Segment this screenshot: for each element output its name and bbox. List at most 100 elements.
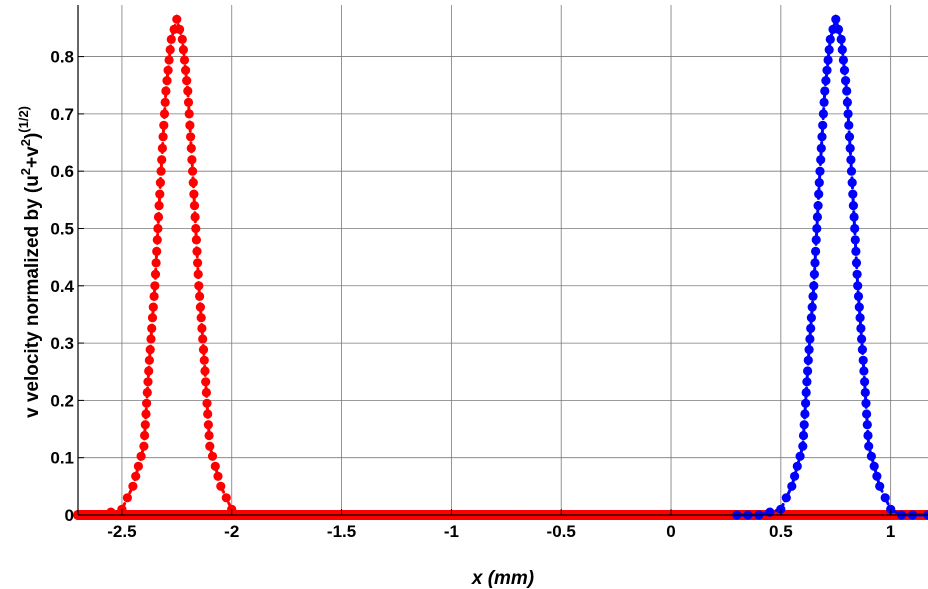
series-marker [801, 387, 811, 398]
series-marker [172, 14, 182, 24]
series-marker [150, 281, 160, 291]
series-marker [203, 409, 213, 419]
series-marker [816, 143, 826, 153]
series-marker [839, 65, 850, 75]
series-marker [201, 377, 211, 387]
series-marker [157, 155, 167, 165]
series-marker [187, 155, 197, 165]
y-axis-label-part: v velocity normalized by (u [22, 175, 43, 418]
series-marker [880, 493, 890, 503]
x-tick-label: 1 [886, 522, 895, 541]
series-marker [159, 120, 169, 130]
series-marker [191, 235, 201, 245]
series-marker [201, 387, 211, 398]
y-axis-label-sup: 2 [18, 139, 33, 146]
series-marker [161, 86, 171, 96]
series-marker [805, 334, 815, 344]
series-marker [191, 223, 201, 234]
series-marker [800, 409, 810, 419]
series-marker [804, 345, 814, 355]
series-marker [816, 155, 826, 165]
series-marker [798, 441, 808, 451]
series-marker [216, 481, 226, 491]
series-marker [164, 55, 174, 65]
series-marker [831, 14, 841, 24]
series-marker [809, 269, 820, 279]
series-marker [155, 178, 165, 188]
series-marker [146, 334, 156, 344]
series-marker [155, 189, 165, 199]
series-marker [765, 507, 775, 517]
x-tick-label: -2 [224, 522, 239, 541]
series-marker [183, 86, 193, 96]
series-marker [847, 178, 857, 188]
series-marker [799, 420, 809, 430]
series-marker [157, 143, 167, 153]
series-marker [196, 313, 206, 323]
series-marker [165, 45, 175, 55]
series-marker [841, 76, 851, 86]
series-marker [875, 481, 885, 491]
y-axis-label-part: ) [22, 133, 43, 139]
series-marker [152, 235, 162, 245]
series-marker [192, 246, 202, 256]
series-marker [821, 76, 831, 86]
series-marker [817, 132, 827, 142]
series-marker [150, 269, 161, 279]
series-marker [154, 201, 164, 211]
series-marker [862, 420, 872, 430]
series-marker [140, 430, 150, 441]
series-marker [861, 398, 871, 408]
x-tick-label: 0.5 [769, 522, 793, 541]
y-tick-label: 0.1 [50, 449, 74, 468]
series-marker [181, 65, 191, 75]
series-marker [106, 507, 116, 517]
series-marker [141, 409, 151, 419]
series-marker [186, 143, 196, 153]
series-marker [162, 76, 172, 86]
series-marker [203, 420, 213, 430]
series-marker [188, 166, 198, 176]
series-marker [846, 155, 856, 165]
series-marker [798, 430, 809, 441]
series-marker [790, 471, 800, 481]
series-marker [143, 377, 153, 387]
series-marker [842, 86, 852, 96]
series-marker [818, 109, 829, 119]
series-marker [182, 76, 192, 86]
series-marker [860, 387, 870, 398]
series-marker [814, 189, 824, 199]
series-marker [820, 86, 830, 96]
series-marker [221, 493, 231, 503]
series-marker [189, 189, 199, 199]
series-marker [142, 398, 152, 408]
series-marker [862, 409, 872, 419]
series-marker [859, 366, 869, 376]
series-marker [195, 291, 205, 301]
series-marker [850, 223, 860, 234]
series-marker [811, 235, 821, 245]
series-marker [864, 441, 874, 451]
series-marker [845, 143, 855, 153]
series-marker [838, 55, 849, 65]
y-tick-label: 0 [65, 506, 74, 525]
series-marker [813, 201, 823, 211]
series-marker [836, 34, 846, 45]
series-marker [818, 120, 828, 130]
series-marker [802, 377, 812, 387]
y-tick-label: 0.2 [50, 391, 74, 410]
series-marker [189, 201, 200, 211]
series-marker [858, 355, 868, 365]
series-marker [792, 461, 802, 471]
series-marker [175, 24, 185, 34]
y-tick-label: 0.3 [50, 334, 74, 353]
series-marker [178, 45, 188, 55]
series-marker [846, 166, 857, 176]
series-marker [149, 291, 159, 301]
series-marker [202, 398, 212, 408]
series-marker [131, 471, 141, 481]
series-marker [872, 471, 882, 481]
series-marker [193, 269, 203, 279]
series-marker [795, 451, 805, 461]
